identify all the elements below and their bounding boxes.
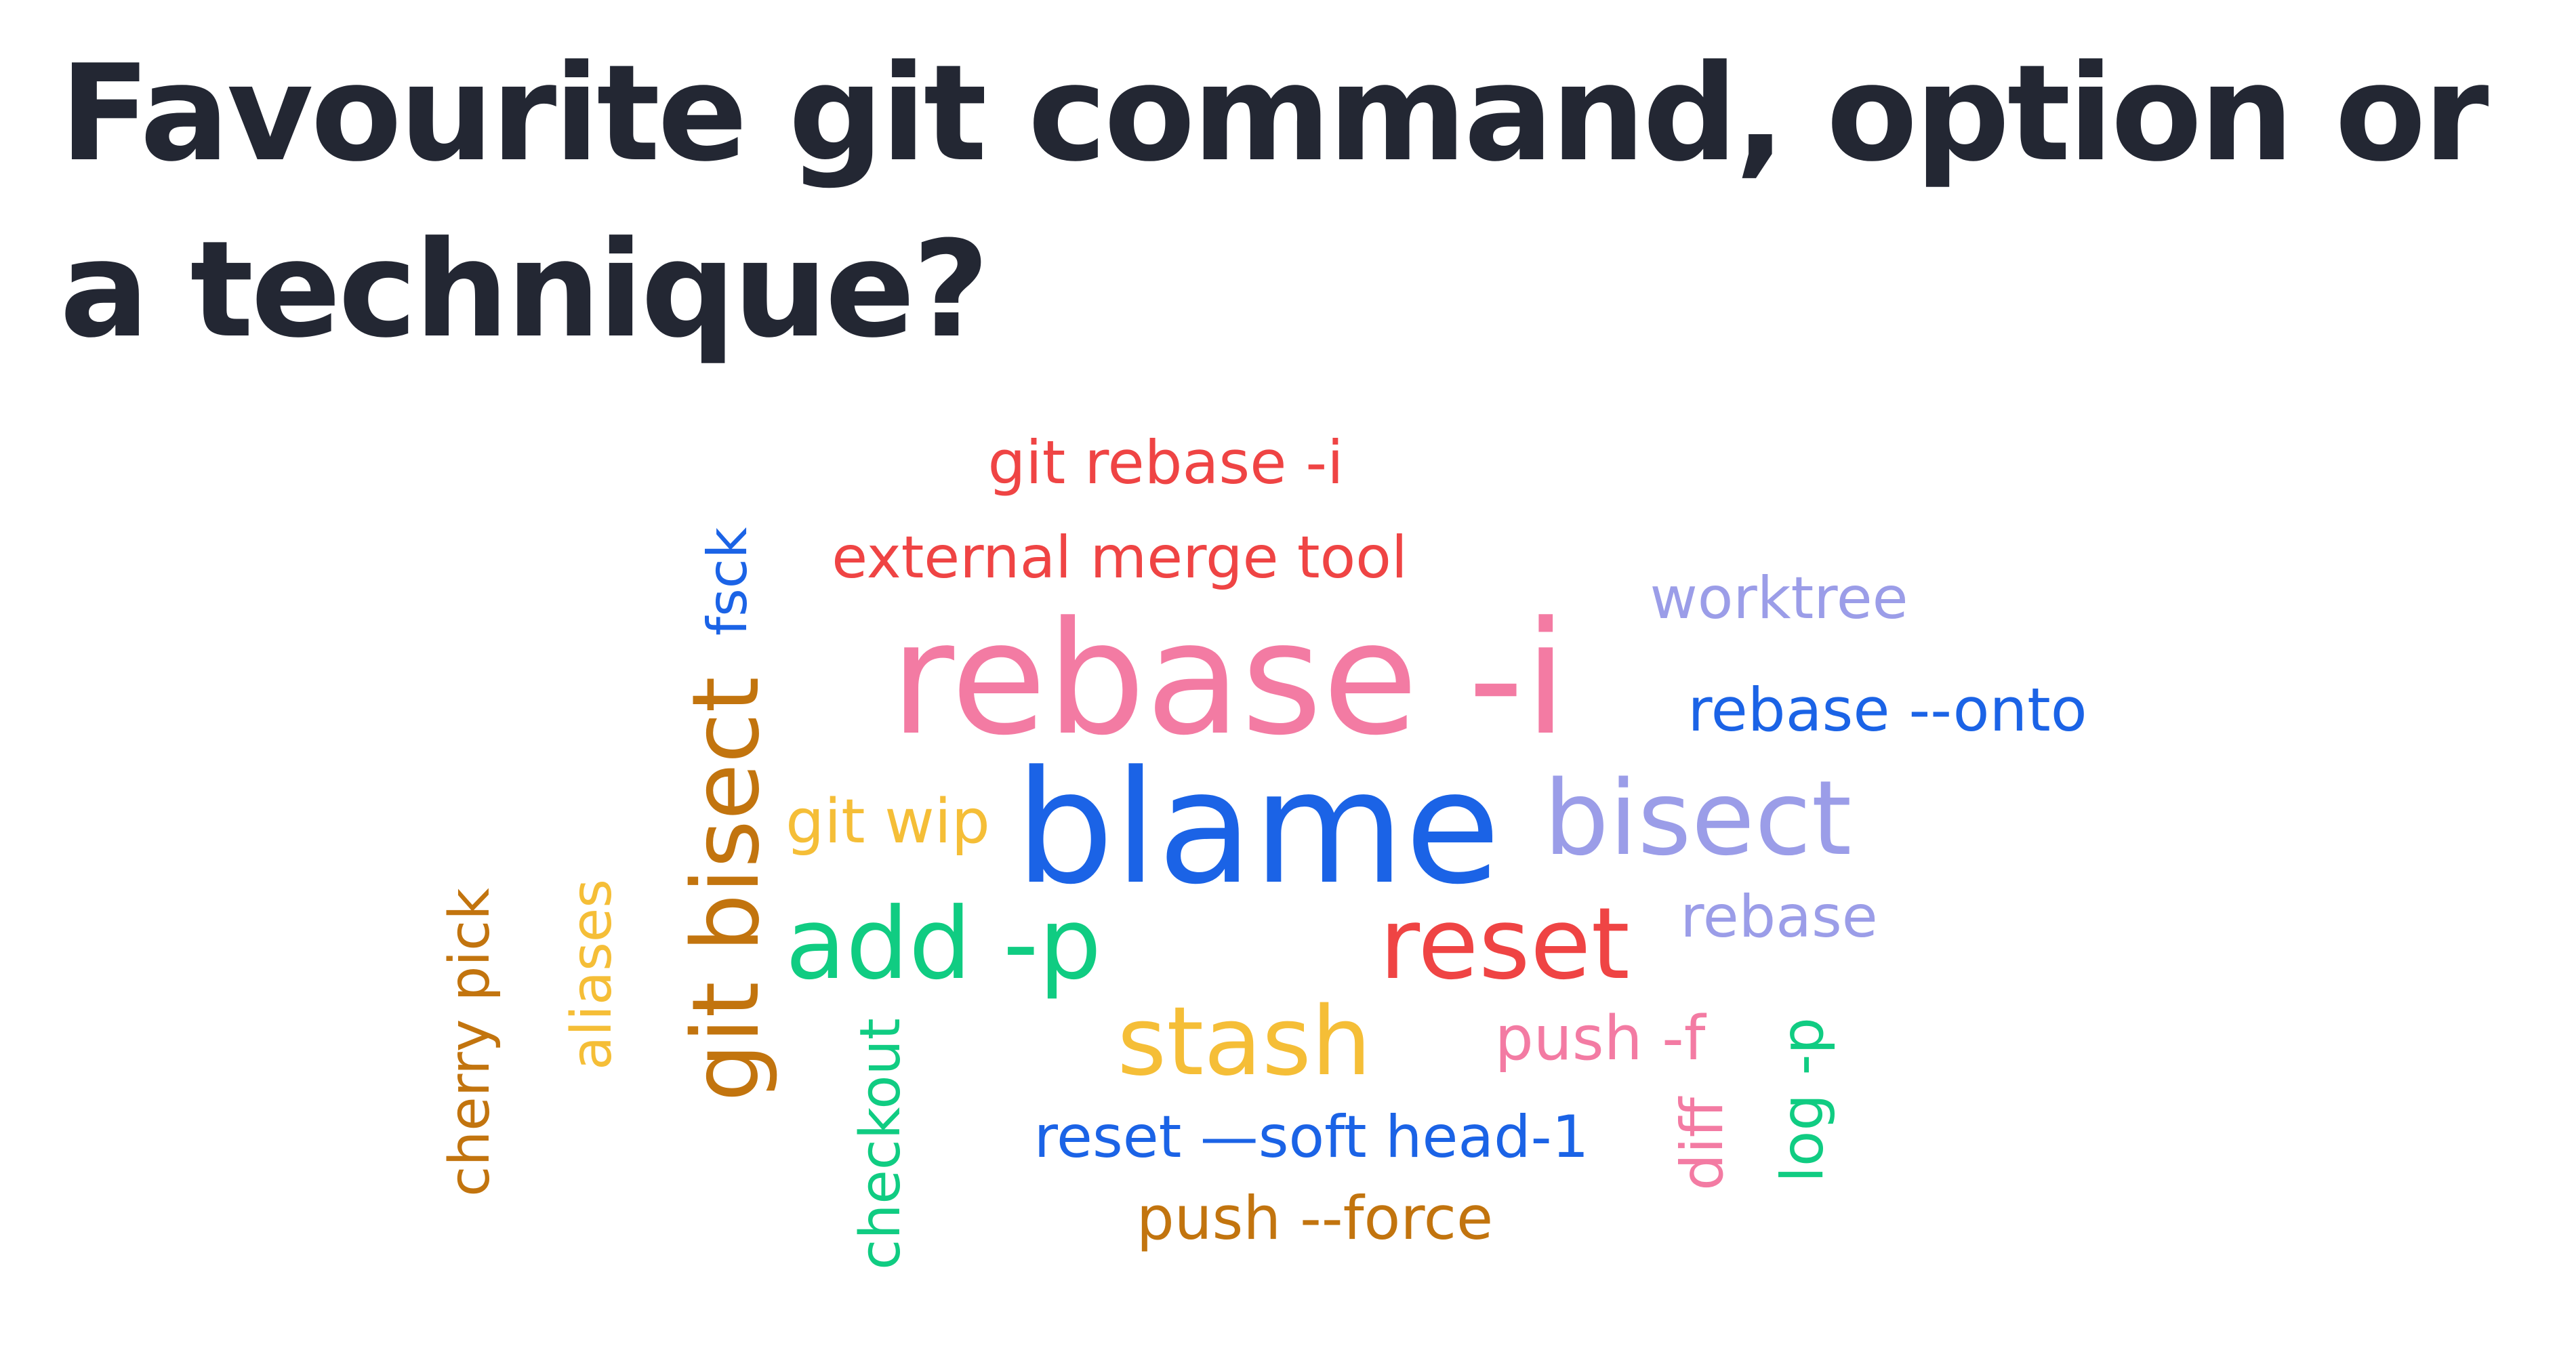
word-stash: stash: [1117, 987, 1372, 1097]
word-push-f: push -f: [1494, 1003, 1706, 1074]
word-rebase-onto: rebase --onto: [1688, 675, 2087, 745]
word-blame: blame: [1015, 738, 1501, 919]
word-add-p: add -p: [785, 886, 1102, 1002]
page-title: Favourite git command, option or a techn…: [60, 37, 2489, 367]
word-cherry-pick: cherry pick: [438, 888, 502, 1197]
word-push-force: push --force: [1136, 1183, 1494, 1253]
word-rebase-i: rebase -i: [890, 589, 1568, 770]
word-fsck: fsck: [696, 527, 759, 636]
word-worktree: worktree: [1650, 565, 1908, 632]
word-git-bisect: git bisect: [673, 676, 780, 1102]
word-git-wip: git wip: [785, 786, 990, 857]
word-checkout: checkout: [849, 1018, 913, 1270]
word-diff: diff: [1669, 1097, 1736, 1191]
word-git-rebase-i: git rebase -i: [987, 428, 1344, 497]
word-bisect: bisect: [1543, 758, 1852, 878]
word-reset: reset: [1379, 886, 1630, 1002]
word-external-merge-tool: external merge tool: [832, 524, 1408, 592]
word-rebase: rebase: [1680, 883, 1878, 951]
word-log-p: log -p: [1769, 1017, 1837, 1183]
word-aliases: aliases: [560, 879, 624, 1070]
word-reset-soft-head-1: reset —soft head-1: [1034, 1103, 1589, 1171]
